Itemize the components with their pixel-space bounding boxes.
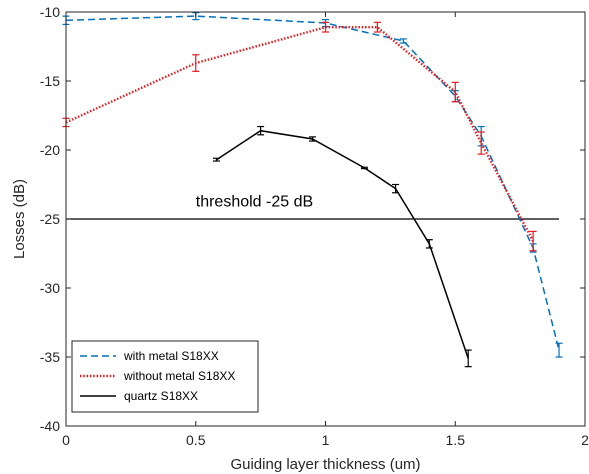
legend: with metal S18XX without metal S18XX quart…	[71, 340, 259, 413]
error-bar	[192, 54, 200, 72]
error-bar	[477, 131, 485, 155]
annotations: threshold -25 dB	[196, 194, 313, 211]
error-bar	[322, 21, 329, 33]
error-bar	[257, 125, 265, 136]
y-tick-label: -30	[40, 280, 60, 296]
error-bar	[392, 183, 400, 194]
error-bar	[529, 230, 537, 252]
x-tick-label: 0	[62, 432, 70, 448]
threshold-annotation: threshold -25 dB	[196, 194, 313, 211]
legend-label: quartz S18XX	[124, 389, 198, 403]
error-bar	[373, 21, 381, 33]
error-bar	[555, 342, 563, 358]
series-2	[213, 125, 472, 368]
y-tick-label: -10	[40, 4, 60, 20]
error-bar	[213, 157, 221, 162]
error-bar	[425, 239, 433, 249]
series-line	[65, 15, 560, 351]
x-tick-label: 2	[581, 432, 589, 448]
tick-labels: 0 0.5 1 1.5 2 -40 -35 -30 -25 -20 -15 -10	[40, 4, 589, 448]
axes	[65, 11, 586, 427]
y-tick-label: -35	[40, 349, 60, 365]
y-tick-label: -20	[40, 142, 60, 158]
error-bar	[451, 81, 459, 103]
x-tick-label: 1.5	[446, 432, 466, 448]
y-axis-label: Losses (dB)	[11, 179, 28, 259]
error-bar	[309, 136, 317, 142]
legend-label: without metal S18XX	[123, 369, 235, 383]
error-bar	[360, 166, 368, 170]
x-tick-label: 0.5	[186, 432, 206, 448]
error-bar	[399, 38, 407, 44]
y-tick-label: -25	[40, 211, 60, 227]
legend-box	[71, 340, 259, 413]
x-tick-label: 1	[322, 432, 330, 448]
legend-label: with metal S18XX	[123, 349, 219, 363]
error-bar	[464, 349, 472, 368]
x-axis-label: Guiding layer thickness (um)	[230, 456, 420, 473]
y-tick-label: -15	[40, 73, 60, 89]
y-tick-label: -40	[40, 418, 60, 434]
